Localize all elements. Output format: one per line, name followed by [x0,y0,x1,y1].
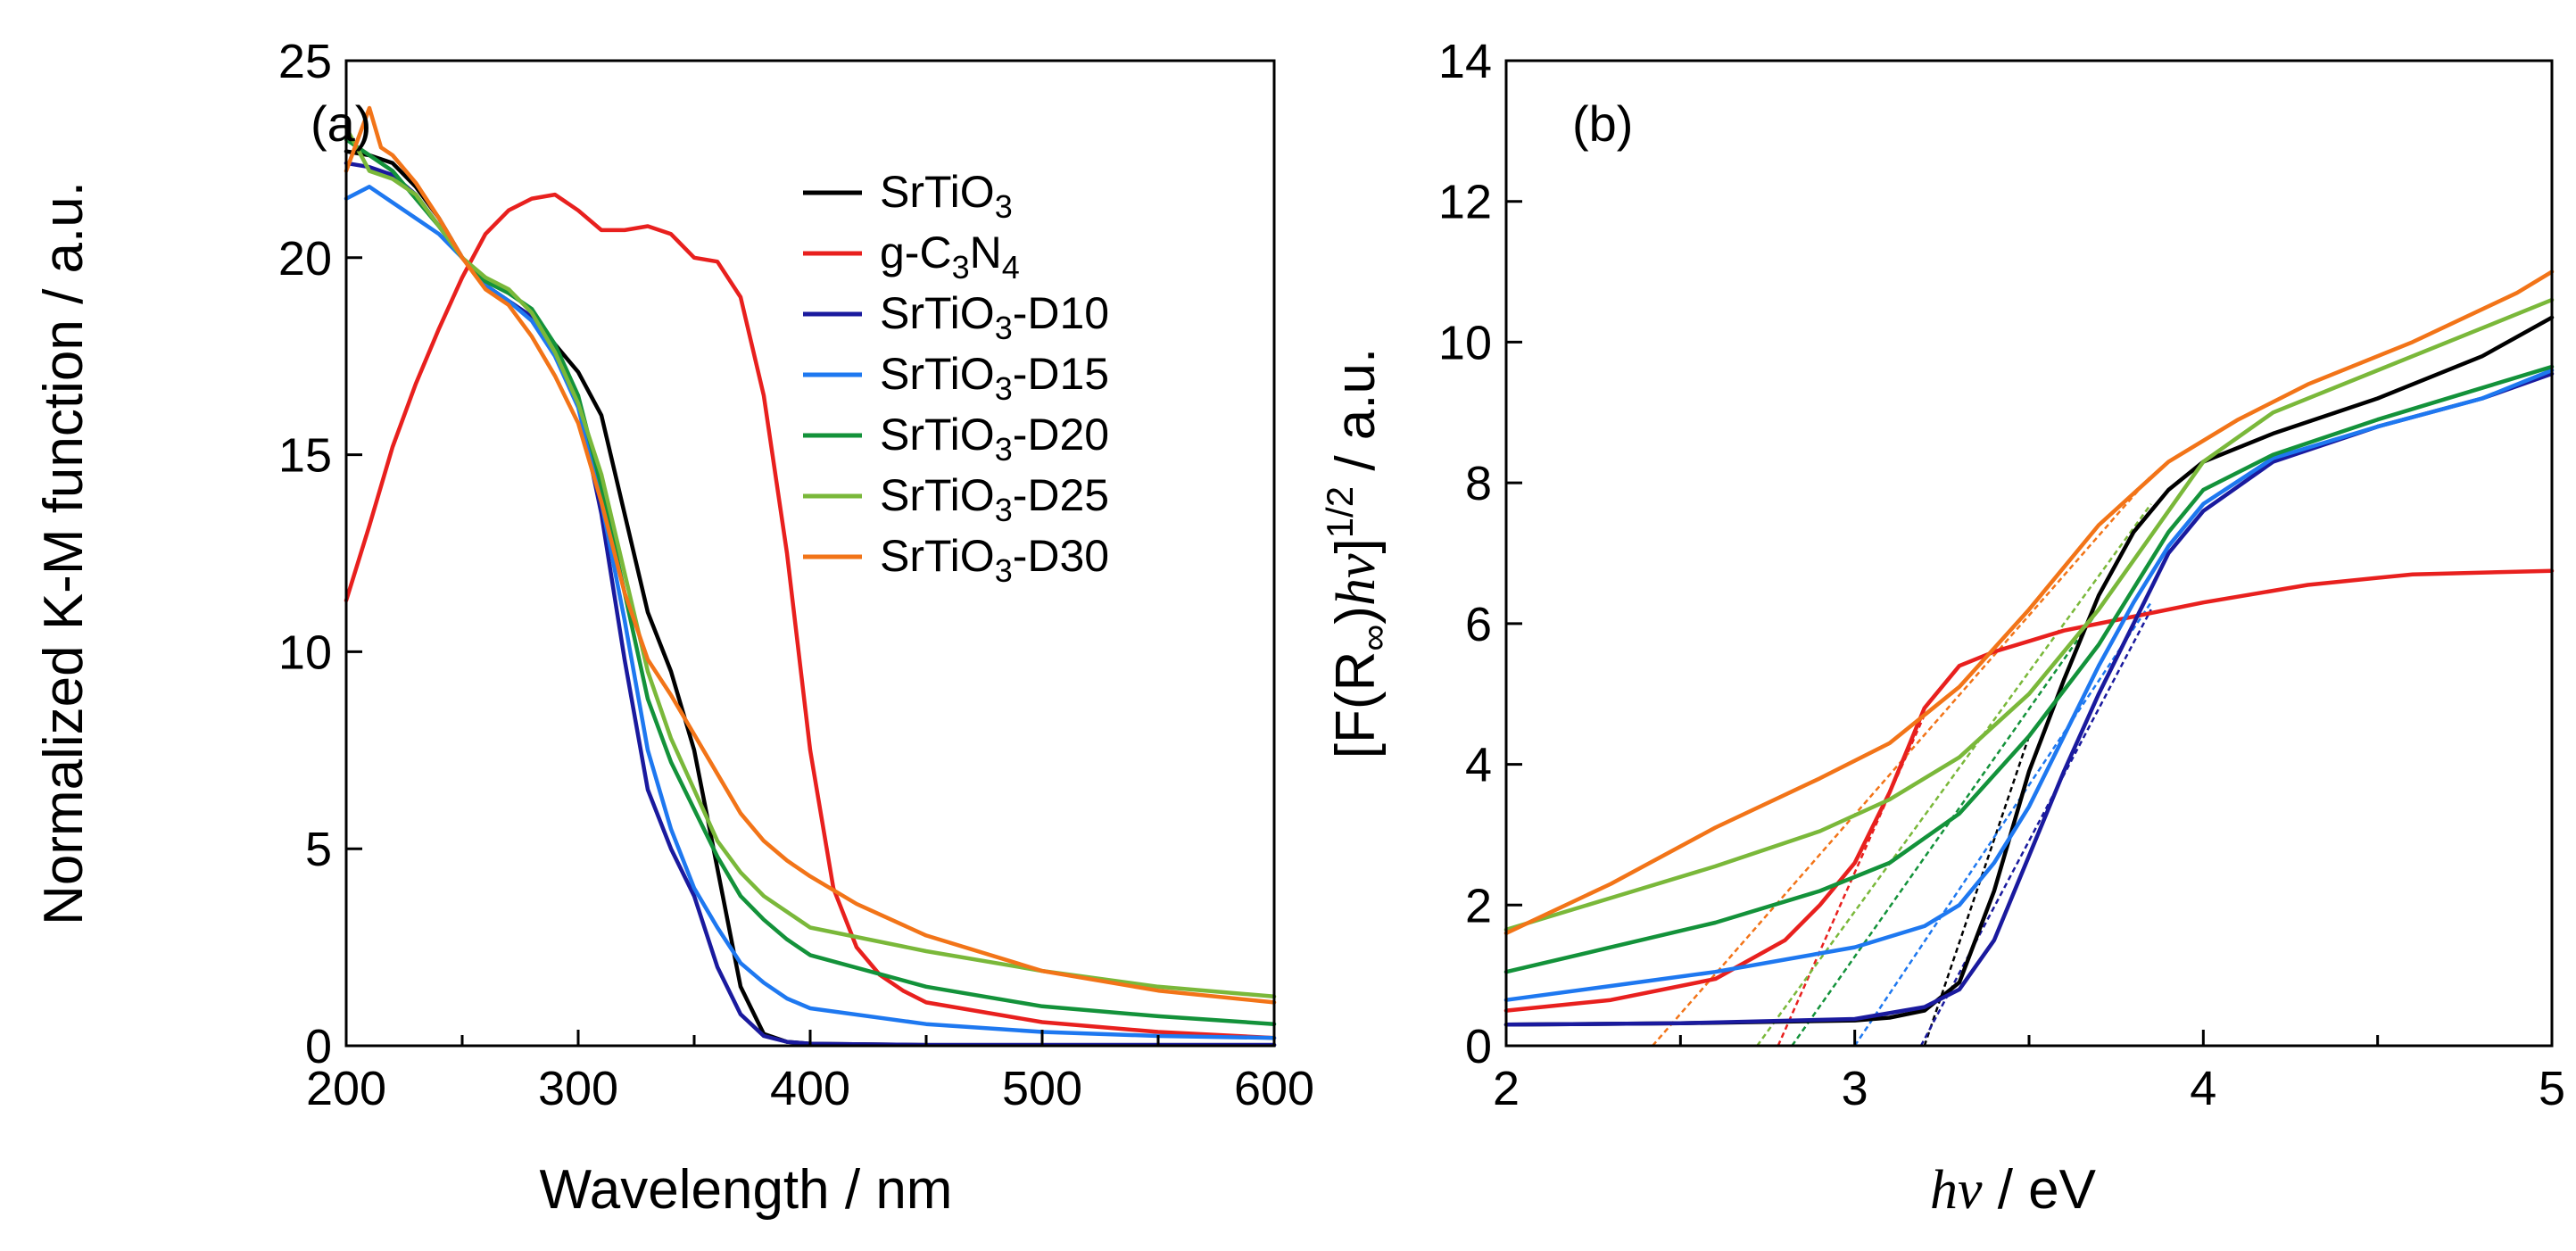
legend-label: SrTiO3-D10 [880,288,1109,346]
legend-label: SrTiO3 [880,167,1013,225]
legend-label: SrTiO3-D30 [880,531,1109,589]
y-axis-sup: 1/2 [1319,486,1361,538]
legend-label: SrTiO3-D25 [880,470,1109,528]
x-axis-symbol: hν [1930,1160,1983,1221]
y-axis-symbol: hν [1326,553,1387,606]
y-tick-label: 0 [1465,1020,1492,1073]
series-line [344,185,1277,1040]
panel-b-label: (b) [1572,95,1633,152]
panel-a-y-axis-title: Normalized K-M function / a.u. [33,181,95,925]
y-tick-label: 5 [305,823,332,876]
series-line [1503,364,2555,974]
series-line [1503,315,2555,1027]
y-tick-label: 8 [1465,457,1492,510]
series-line [344,105,1277,1005]
panel-a: 200 300 400 500 600 0 5 10 15 20 25 (a) Wavelength… [33,35,1314,1221]
x-tick-label: 400 [770,1062,850,1115]
panel-a-axes [344,59,1276,1048]
x-tick-label: 600 [1234,1062,1314,1115]
y-axis-unit: / a.u. [1325,348,1387,486]
panel-b-axes [1504,59,2554,1048]
series-line [1503,368,2555,1002]
panel-a-x-axis-title: Wavelength / nm [540,1159,953,1221]
tangent-line [1756,503,2152,1047]
legend: SrTiO3g-C3N4SrTiO3-D10SrTiO3-D15SrTiO3-D… [803,167,1109,589]
x-tick-label: 2 [1493,1062,1520,1115]
x-tick-label: 3 [1842,1062,1868,1115]
legend-label: SrTiO3-D15 [880,349,1109,407]
legend-label: g-C3N4 [880,228,1020,286]
tangent-line [1919,609,2152,1047]
y-tick-label: 10 [278,626,332,679]
series-line [1503,568,2555,1013]
panel-a-ticks: 200 300 400 500 600 0 5 10 15 20 25 [278,35,1314,1115]
y-tick-label: 25 [278,35,332,88]
y-axis-mid: ) [1325,606,1387,625]
panel-b-x-axis-title: hν / eV [1930,1159,2097,1221]
y-tick-label: 15 [278,429,332,483]
y-tick-label: 12 [1438,176,1492,229]
series-line [344,161,1277,1048]
series-line [344,192,1277,1040]
x-tick-label: 200 [306,1062,386,1115]
y-tick-label: 2 [1465,879,1492,932]
y-tick-label: 0 [305,1020,332,1073]
y-tick-label: 10 [1438,316,1492,369]
panel-a-label: (a) [311,95,371,152]
plot-frame-b [1504,59,2554,1048]
series-line [344,137,1277,1026]
tangent-line [1853,601,2152,1047]
panel-b-y-axis-title: [F(R∞)hν]1/2 / a.u. [1319,348,1395,758]
series-line [1503,269,2555,936]
panel-a-series [344,105,1277,1048]
series-line [344,125,1277,999]
plot-frame-a [344,59,1276,1048]
tangent-line [1791,559,2135,1047]
x-tick-label: 4 [2190,1062,2216,1115]
y-tick-label: 14 [1438,35,1492,88]
series-line [1503,371,2555,1027]
panel-b-series [1503,269,2555,1027]
x-tick-label: 5 [2539,1062,2565,1115]
y-axis-close: ] [1325,538,1387,553]
legend-label: SrTiO3-D20 [880,410,1109,468]
y-tick-label: 6 [1465,598,1492,651]
x-tick-label: 500 [1002,1062,1082,1115]
y-tick-label: 4 [1465,739,1492,792]
series-line [1503,297,2555,932]
y-axis-main: [F(R [1325,651,1387,759]
y-tick-label: 20 [278,232,332,286]
y-axis-sub: ∞ [1353,625,1395,651]
x-tick-label: 300 [538,1062,618,1115]
x-axis-unit: / eV [1983,1159,2097,1221]
